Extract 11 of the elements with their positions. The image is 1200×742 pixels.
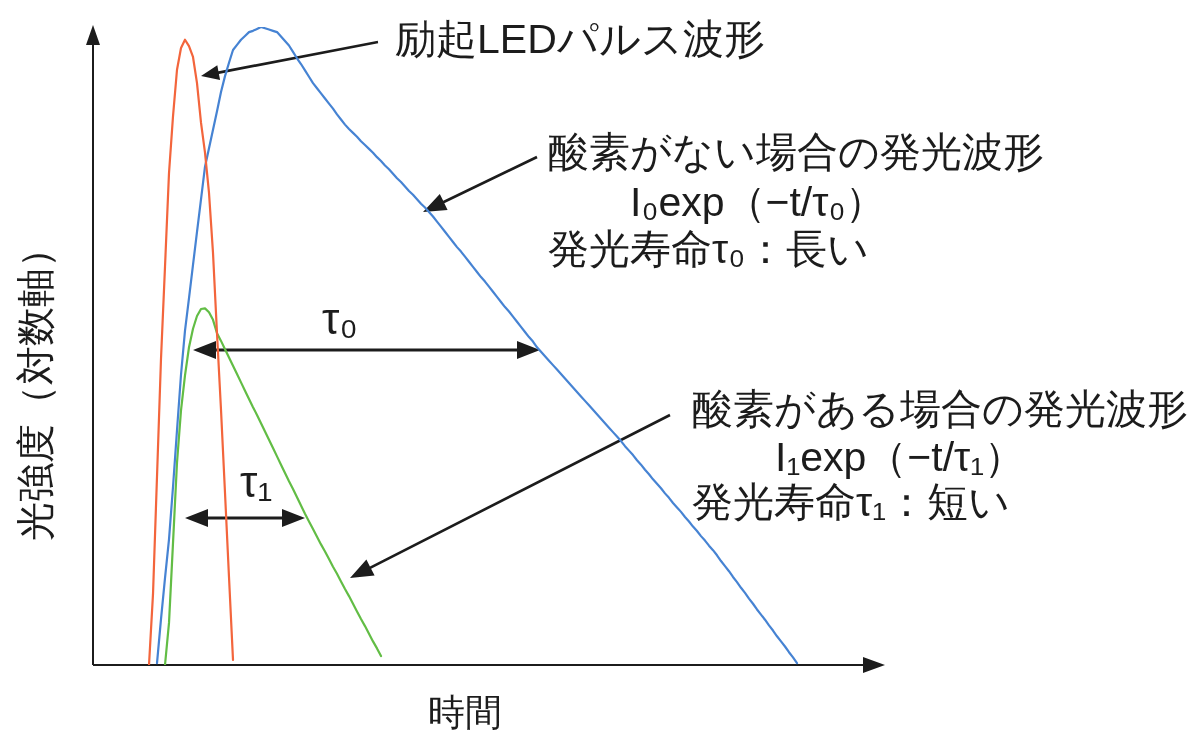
annotation: 酸素がある場合の発光波形 bbox=[692, 386, 1188, 433]
annotation: 発光寿命τ₀：長い bbox=[548, 226, 870, 273]
y-axis-title: 光強度（対数軸） bbox=[13, 229, 57, 541]
x-axis-title: 時間 bbox=[428, 692, 502, 734]
annotation: 励起LEDパルス波形 bbox=[395, 16, 765, 63]
annotation: 発光寿命τ₁：短い bbox=[692, 479, 1011, 526]
annotation: 酸素がない場合の発光波形 bbox=[548, 129, 1044, 176]
annotation: I₀exp（−t/τ₀） bbox=[630, 179, 887, 226]
annotation: τ₁ bbox=[240, 457, 273, 507]
annotation: I₁exp（−t/τ₁） bbox=[775, 434, 1026, 481]
annotation: τ₀ bbox=[322, 294, 358, 344]
